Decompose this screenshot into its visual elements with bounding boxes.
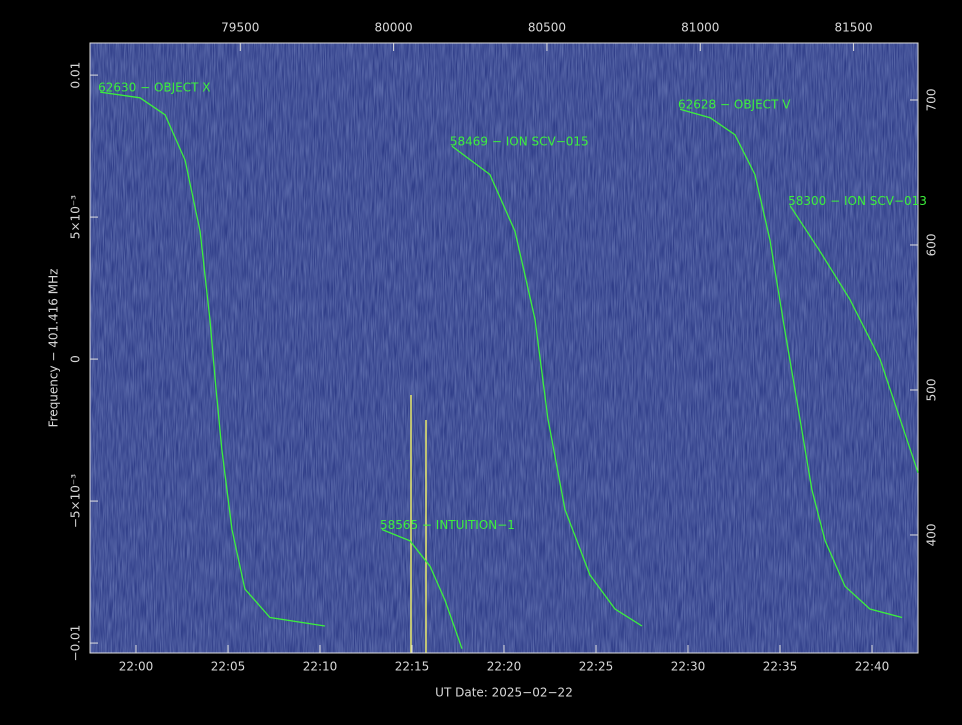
x2-tick-label: 79500: [221, 21, 259, 35]
x-tick-label: 22:00: [119, 660, 154, 674]
y-axis-label: Frequency − 401.416 MHz: [47, 269, 61, 428]
y2-tick-label: 700: [925, 89, 939, 112]
y2-tick-label: 500: [925, 379, 939, 402]
x-tick-label: 22:25: [579, 660, 614, 674]
series-label: 58300 − ION SCV−013: [788, 194, 927, 208]
x-tick-label: 22:05: [211, 660, 246, 674]
x2-tick-label: 81000: [681, 21, 719, 35]
y2-tick-label: 600: [925, 234, 939, 257]
x-tick-label: 22:40: [855, 660, 890, 674]
series-label: 62630 − OBJECT X: [98, 81, 210, 95]
x2-tick-label: 80500: [528, 21, 566, 35]
y-tick-label: 0.01: [69, 62, 83, 89]
x-tick-label: 22:35: [763, 660, 798, 674]
series-label: 58565 − INTUITION−1: [380, 518, 515, 532]
series-label: 62628 − OBJECT V: [678, 98, 791, 112]
series-line: [789, 205, 919, 473]
x2-tick-label: 81500: [835, 21, 873, 35]
y2-tick-label: 400: [925, 524, 939, 547]
y-tick-label: −0.01: [69, 625, 83, 662]
series-line: [100, 91, 325, 627]
x-tick-label: 22:10: [303, 660, 338, 674]
x-tick-label: 22:30: [671, 660, 706, 674]
noise: [90, 43, 918, 653]
y-tick-label: −5×10⁻³: [69, 474, 83, 528]
y-tick-label: 0: [69, 355, 83, 363]
x-axis-label: UT Date: 2025−02−22: [435, 686, 573, 700]
x-tick-label: 22:15: [395, 660, 430, 674]
series-line: [381, 528, 463, 649]
series-line: [451, 145, 643, 627]
x-tick-label: 22:20: [487, 660, 522, 674]
series-line: [679, 108, 903, 619]
y-tick-label: 5×10⁻³: [69, 195, 83, 239]
x2-tick-label: 80000: [375, 21, 413, 35]
series-label: 58469 − ION SCV−015: [450, 135, 589, 149]
